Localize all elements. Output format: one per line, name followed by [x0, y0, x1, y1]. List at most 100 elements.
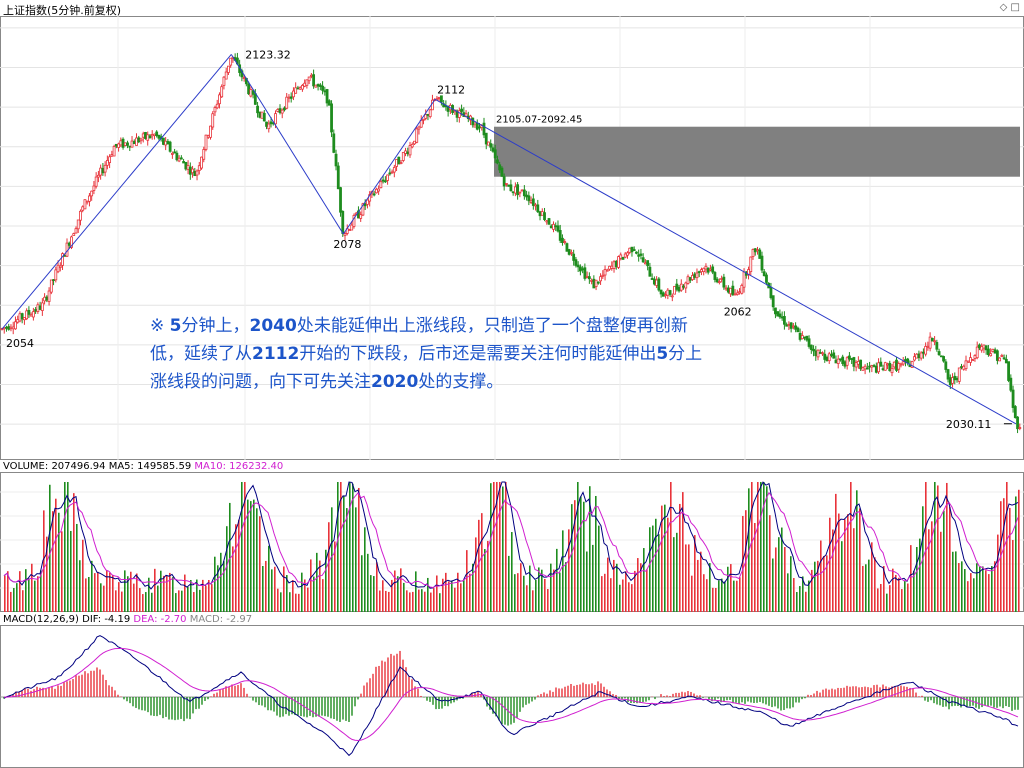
- wave-label: 2062: [724, 305, 752, 318]
- candle-body: [919, 352, 923, 359]
- candle-body: [646, 260, 650, 267]
- volume-bar: [976, 563, 978, 612]
- candle-body: [978, 344, 981, 349]
- volume-bar: [805, 591, 807, 612]
- volume-bar: [634, 570, 636, 612]
- candle-body: [475, 122, 479, 130]
- candle-body: [753, 248, 757, 253]
- candle-body: [868, 365, 871, 368]
- volume-bar: [883, 565, 885, 612]
- candle-body: [283, 107, 286, 111]
- volume-bar: [40, 570, 42, 612]
- volume-bar: [13, 588, 15, 612]
- candle-body: [596, 281, 600, 284]
- candle-body: [204, 134, 208, 150]
- volume-bar: [151, 592, 153, 612]
- candle-body: [85, 200, 89, 203]
- volume-bar: [61, 531, 63, 612]
- candle-body: [1002, 357, 1006, 360]
- candle-body: [843, 361, 847, 367]
- candle-body: [325, 89, 329, 104]
- candle-body: [552, 223, 555, 230]
- candle-body: [188, 166, 192, 175]
- volume-bar: [1012, 540, 1014, 612]
- candle-body: [673, 286, 676, 295]
- volume-bar: [88, 576, 90, 612]
- candle-body: [565, 243, 569, 252]
- candle-body: [45, 296, 49, 301]
- volume-bar: [349, 482, 351, 612]
- candle-body: [861, 367, 865, 371]
- candle-body: [993, 349, 997, 354]
- volume-bar: [442, 578, 444, 612]
- candle-body: [404, 150, 407, 154]
- volume-bar: [229, 502, 231, 612]
- candle-body: [769, 286, 773, 299]
- candle-body: [386, 174, 389, 181]
- window-controls[interactable]: ◇ □: [1000, 2, 1020, 13]
- candle-body: [401, 152, 405, 161]
- candle-body: [960, 366, 963, 368]
- volume-bar: [625, 571, 627, 612]
- candle-body: [363, 203, 367, 207]
- volume-bar: [898, 577, 900, 612]
- volume-bar: [808, 580, 810, 612]
- candle-body: [148, 135, 152, 139]
- volume-bar: [352, 483, 354, 612]
- volume-bar: [769, 515, 771, 612]
- candle-body: [921, 351, 925, 354]
- candle-body: [540, 211, 544, 216]
- volume-bar: [208, 580, 210, 612]
- candle-body: [440, 95, 443, 103]
- candle-body: [509, 184, 513, 192]
- price-panel: 2105.07-2092.45 2054 2123.32 2078 2112 2062 20…: [0, 16, 1024, 460]
- volume-bar: [202, 579, 204, 612]
- candle-body: [807, 338, 811, 347]
- macd-legend: MACD(12,26,9) DIF: -4.19 DEA: -2.70 MACD…: [3, 614, 253, 625]
- candle-body: [563, 241, 567, 243]
- candle-body: [202, 149, 206, 160]
- square-icon[interactable]: □: [1010, 2, 1020, 13]
- candle-body: [522, 189, 526, 197]
- volume-bar: [847, 514, 849, 612]
- candle-body: [760, 255, 764, 271]
- volume-bar: [712, 587, 714, 612]
- candle-body: [957, 367, 961, 382]
- volume-bar: [319, 560, 321, 612]
- volume-bar: [760, 482, 762, 612]
- candle-body: [397, 156, 401, 165]
- volume-bar: [91, 560, 93, 612]
- candle-body: [814, 350, 818, 357]
- annotation-segment: 2112: [252, 344, 300, 364]
- candle-body: [392, 167, 396, 173]
- candle-body: [538, 211, 542, 217]
- volume-bar: [559, 572, 561, 612]
- dea-label: DEA: [133, 614, 155, 625]
- candle-body: [839, 358, 842, 361]
- candle-body: [307, 76, 311, 82]
- volume-bar: [730, 564, 732, 612]
- volume-bar: [403, 582, 405, 612]
- volume-bar: [280, 592, 282, 612]
- band-label: 2105.07-2092.45: [496, 115, 582, 126]
- chart-title: 上证指数(5分钟.前复权): [3, 4, 122, 17]
- candle-body: [473, 124, 477, 128]
- candle-body: [49, 279, 53, 293]
- volume-bar: [412, 591, 414, 612]
- candle-body: [751, 249, 755, 257]
- diamond-icon[interactable]: ◇: [999, 2, 1008, 13]
- candle-body: [139, 138, 143, 142]
- volume-bar: [736, 580, 738, 612]
- volume-bar: [34, 580, 36, 612]
- volume-bar: [256, 508, 258, 612]
- candle-body: [955, 378, 959, 381]
- volume-bar: [820, 540, 822, 612]
- volume-bar: [1015, 496, 1017, 612]
- candle-body: [130, 140, 134, 148]
- candle-body: [177, 157, 181, 162]
- candle-body: [336, 165, 340, 190]
- volume-bar: [397, 576, 399, 612]
- volume-bar: [430, 592, 432, 612]
- candle-body: [933, 340, 937, 343]
- candle-body: [374, 188, 378, 194]
